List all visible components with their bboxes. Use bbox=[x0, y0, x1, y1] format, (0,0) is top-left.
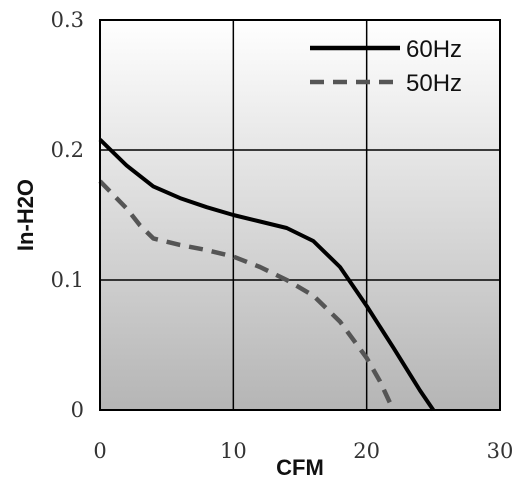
x-tick-label: 30 bbox=[487, 439, 514, 463]
y-tick-label: 0.1 bbox=[51, 268, 84, 292]
x-tick-labels: 0 10 20 30 bbox=[93, 439, 513, 463]
y-tick-label: 0.2 bbox=[51, 138, 84, 162]
x-axis-title: CFM bbox=[276, 455, 324, 480]
grid-lines bbox=[100, 20, 500, 410]
x-tick-label: 20 bbox=[353, 439, 380, 463]
series-line-60Hz bbox=[98, 138, 435, 412]
y-tick-label: 0.3 bbox=[51, 8, 84, 32]
series-line-50Hz bbox=[98, 179, 396, 411]
plot-background bbox=[100, 20, 500, 410]
y-tick-label: 0 bbox=[71, 398, 84, 422]
plot-frame bbox=[99, 19, 501, 411]
series-layer bbox=[98, 138, 435, 412]
legend-label: 60Hz bbox=[406, 36, 462, 63]
x-tick-label: 0 bbox=[93, 439, 106, 463]
y-axis-title: In-H2O bbox=[13, 179, 38, 251]
legend-label: 50Hz bbox=[406, 70, 462, 97]
y-tick-labels: 0 0.1 0.2 0.3 bbox=[51, 8, 84, 422]
legend: 60Hz 50Hz bbox=[310, 36, 462, 97]
x-tick-label: 10 bbox=[220, 439, 247, 463]
